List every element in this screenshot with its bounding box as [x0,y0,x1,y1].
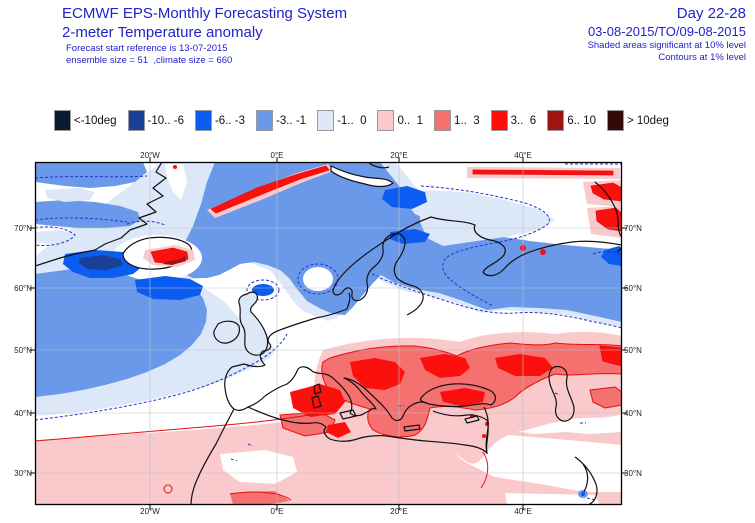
graticule [35,162,622,505]
legend-item: 0.. 1 [377,110,423,131]
significance-note: Shaded areas significant at 10% level [587,40,746,51]
legend-swatch [317,110,335,131]
legend-swatch [127,110,145,131]
lat-label-left: 30°N [14,469,32,478]
anomaly-fills [35,162,622,505]
legend-swatch [606,110,624,131]
lon-label-top: 20°E [390,151,408,160]
blue-contours [35,163,622,501]
lat-label-right: 40°N [624,409,642,418]
iceland [122,236,195,270]
legend-item: -10.. -6 [127,110,184,131]
lat-label-right: 60°N [624,284,642,293]
lon-label-bottom: 20°E [390,507,408,516]
day-range: Day 22-28 [676,5,746,22]
anomaly-map [27,152,630,513]
map-frame [30,157,627,510]
lat-label-left: 70°N [14,224,32,233]
forecast-reference: Forecast start reference is 13-07-2015 [66,43,228,54]
lat-label-left: 60°N [14,284,32,293]
legend-item: 1.. 3 [434,110,480,131]
header-right: Day 22-28 03-08-2015/TO/09-08-2015 Shade… [588,5,746,63]
legend-swatch [377,110,395,131]
coastlines [35,162,622,505]
legend-item: -1.. 0 [317,110,366,131]
ensemble-info: ensemble size = 51 ,climate size = 660 [66,55,233,66]
lat-label-left: 50°N [14,346,32,355]
lon-label-top: 40°E [514,151,532,160]
lon-label-bottom: 40°E [514,507,532,516]
legend-swatch [490,110,508,131]
lat-label-left: 40°N [14,409,32,418]
legend-swatch [194,110,212,131]
legend-item: 3.. 6 [490,110,536,131]
lon-label-top: 0°E [270,151,284,160]
legend-item: 6.. 10 [547,110,596,131]
lon-label-top: 20°W [140,151,160,160]
lon-label-bottom: 0°E [270,507,284,516]
legend-swatch [54,110,71,131]
red-contours [35,399,489,501]
chart-subtitle: 2-meter Temperature anomaly [62,24,263,41]
legend-swatch [434,110,452,131]
lon-label-bottom: 20°W [140,507,160,516]
legend-swatch [256,110,274,131]
legend-item: > 10deg [606,110,669,131]
contour-note: Contours at 1% level [658,52,746,63]
legend-item: <-10deg [54,110,117,131]
legend-item: -6.. -3 [194,110,245,131]
lat-label-right: 30°N [624,469,642,478]
legend-swatch [547,110,565,131]
date-range: 03-08-2015/TO/09-08-2015 [587,24,746,39]
lat-label-right: 70°N [624,224,642,233]
chart-title: ECMWF EPS-Monthly Forecasting System [62,5,348,22]
color-legend: <-10deg -10.. -6 -6.. -3 -3.. -1 -1.. 0 … [54,110,680,131]
lat-label-right: 50°N [624,346,642,355]
legend-item: -3.. -1 [256,110,306,131]
